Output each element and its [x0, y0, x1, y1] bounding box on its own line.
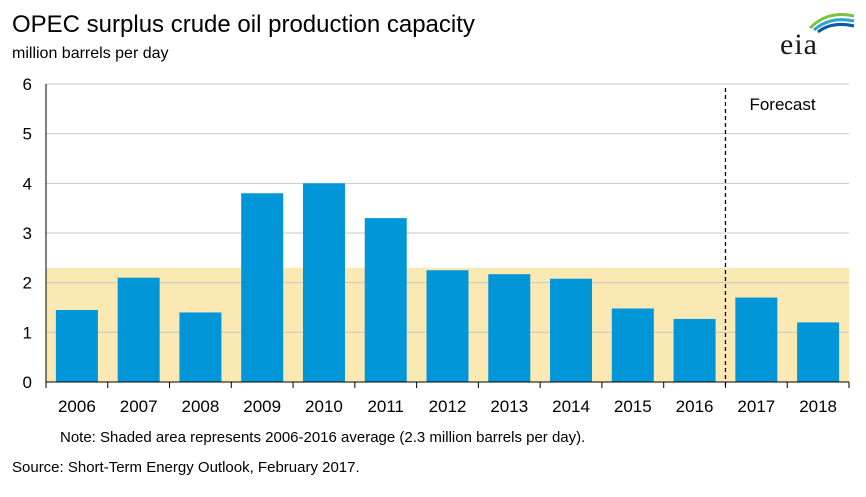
x-tick-label: 2017 — [737, 397, 775, 416]
bar-2016 — [673, 318, 716, 382]
forecast-label: Forecast — [749, 95, 815, 114]
bar-2018 — [797, 322, 840, 382]
x-tick-labels: 2006 2007 2008 2009 2010 2011 2012 2013 2014 2015… — [58, 397, 837, 416]
y-tick-label: 2 — [23, 274, 32, 293]
bar-2013 — [488, 274, 531, 382]
bar-2011 — [364, 218, 407, 382]
y-tick-labels: 0 1 2 3 4 5 6 — [23, 75, 32, 392]
source-note: Source: Short-Term Energy Outlook, Febru… — [12, 459, 360, 476]
bar-2009 — [241, 193, 284, 382]
y-tick-label: 5 — [23, 125, 32, 144]
y-tick-label: 4 — [23, 174, 32, 193]
eia-logo: eia — [780, 6, 856, 64]
chart-subtitle: million barrels per day — [12, 45, 169, 62]
chart-title: OPEC surplus crude oil production capaci… — [12, 11, 475, 38]
eia-logo-swoosh-icon — [808, 13, 855, 34]
y-tick-label: 6 — [23, 75, 32, 94]
x-tick-label: 2013 — [490, 397, 528, 416]
bar-2014 — [550, 278, 593, 382]
x-tick-label: 2011 — [367, 397, 404, 416]
x-tick-label: 2006 — [58, 397, 96, 416]
x-tick-label: 2012 — [429, 397, 467, 416]
x-tick-label: 2015 — [614, 397, 652, 416]
y-tick-label: 0 — [23, 373, 32, 392]
x-tick-label: 2008 — [182, 397, 220, 416]
bar-2012 — [426, 270, 469, 382]
y-tick-label: 3 — [23, 224, 32, 243]
bar-2006 — [55, 309, 98, 382]
bar-2015 — [611, 308, 654, 382]
bar-2017 — [735, 297, 778, 382]
bar-chart: 0 1 2 3 4 5 6 2006 2007 2008 2009 2010 2011 2012 2013… — [23, 75, 850, 416]
x-tick-label: 2007 — [120, 397, 158, 416]
x-tick-label: 2014 — [552, 397, 590, 416]
x-tick-label: 2009 — [243, 397, 281, 416]
axes — [45, 84, 850, 388]
logo-text: eia — [780, 28, 818, 61]
forecast-marker: Forecast — [724, 88, 816, 388]
bar-series — [55, 183, 840, 382]
bar-2007 — [117, 277, 160, 382]
x-tick-label: 2018 — [799, 397, 837, 416]
bar-2010 — [302, 183, 345, 382]
bar-2008 — [179, 312, 222, 382]
x-tick-label: 2010 — [305, 397, 343, 416]
x-tick-label: 2016 — [676, 397, 714, 416]
y-tick-label: 1 — [23, 323, 32, 342]
footnote: Note: Shaded area represents 2006-2016 a… — [60, 429, 586, 446]
